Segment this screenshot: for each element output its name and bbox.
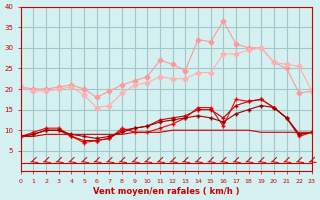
X-axis label: Vent moyen/en rafales ( km/h ): Vent moyen/en rafales ( km/h ) xyxy=(93,187,240,196)
